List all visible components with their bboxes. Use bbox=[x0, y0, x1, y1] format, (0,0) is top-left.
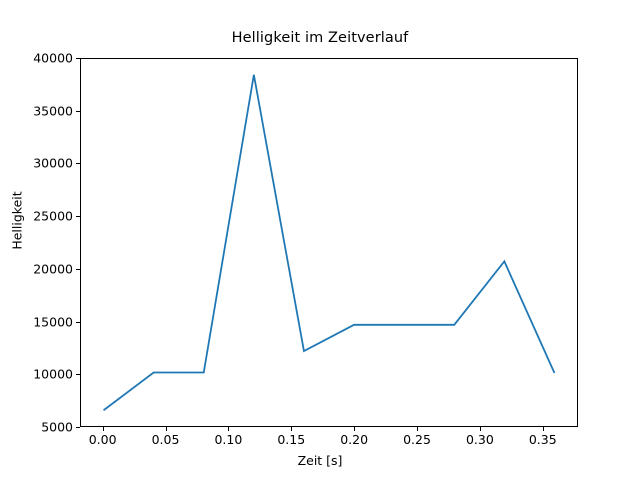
y-tick-label: 30000 bbox=[33, 155, 73, 171]
x-tick-mark bbox=[479, 427, 481, 431]
x-tick-label: 0.30 bbox=[465, 432, 494, 447]
y-tick-label: 5000 bbox=[41, 419, 73, 435]
y-axis-label: Helligkeit bbox=[9, 191, 25, 250]
x-tick-mark bbox=[102, 427, 104, 431]
x-axis-label: Zeit [s] bbox=[297, 453, 343, 468]
y-tick-mark bbox=[76, 427, 80, 428]
helligkeit-line bbox=[103, 74, 556, 411]
line-series-svg bbox=[103, 74, 556, 411]
plot-area bbox=[80, 58, 578, 427]
x-tick-mark bbox=[542, 427, 544, 431]
x-tick-label: 0.20 bbox=[340, 432, 369, 447]
x-tick-label: 0.00 bbox=[88, 432, 117, 447]
x-tick-label: 0.10 bbox=[214, 432, 243, 447]
y-tick-label: 40000 bbox=[33, 50, 73, 66]
y-tick-label: 35000 bbox=[33, 103, 73, 119]
y-tick-label: 15000 bbox=[33, 314, 73, 330]
x-tick-mark bbox=[291, 427, 293, 431]
x-tick-label: 0.15 bbox=[277, 432, 306, 447]
chart-title: Helligkeit im Zeitverlauf bbox=[231, 30, 409, 46]
x-tick-label: 0.25 bbox=[403, 432, 431, 447]
x-tick-mark bbox=[354, 427, 356, 431]
y-tick-label: 10000 bbox=[33, 366, 73, 382]
y-tick-label: 25000 bbox=[33, 208, 73, 224]
x-tick-mark bbox=[228, 427, 230, 431]
x-tick-label: 0.35 bbox=[528, 432, 557, 447]
x-tick-mark bbox=[165, 427, 167, 431]
y-tick-label: 20000 bbox=[33, 261, 73, 277]
x-tick-label: 0.05 bbox=[151, 432, 180, 447]
x-tick-mark bbox=[417, 427, 419, 431]
